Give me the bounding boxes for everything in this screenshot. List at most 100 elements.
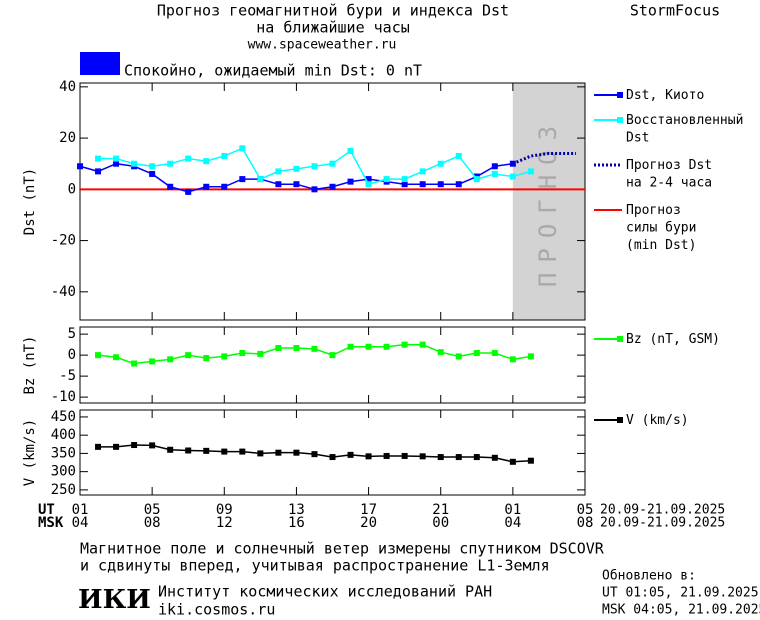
x-tick-label-msk: 16 — [288, 515, 305, 531]
data-point — [113, 160, 120, 167]
data-point — [491, 163, 498, 170]
data-point — [167, 160, 174, 167]
data-point — [95, 352, 102, 359]
data-point — [419, 341, 426, 348]
data-point — [221, 153, 228, 160]
institute: Институт космических исследований РАН — [158, 583, 492, 601]
title-line: Прогноз геомагнитной бури и индекса Dst — [157, 2, 509, 20]
data-point — [383, 343, 390, 350]
data-point — [365, 181, 372, 188]
data-point — [419, 168, 426, 175]
updated-msk: MSK 04:05, 21.09.2025 — [602, 603, 760, 618]
data-point — [221, 183, 228, 190]
y-axis-title: V (km/s) — [22, 419, 38, 486]
data-point — [311, 345, 318, 352]
y-tick-label: 0 — [68, 181, 76, 197]
ut-label: UT — [38, 502, 55, 518]
x-tick-label-msk: 04 — [504, 515, 521, 531]
note-line: и сдвинуты вперед, учитывая распростране… — [80, 557, 550, 575]
data-point — [131, 160, 138, 167]
date-range: 20.09-21.09.2025 — [600, 503, 725, 518]
data-point — [491, 350, 498, 357]
status-text: Спокойно, ожидаемый min Dst: 0 nT — [124, 62, 422, 80]
data-point — [131, 442, 138, 449]
data-point — [455, 353, 462, 360]
plot-frame — [79, 82, 586, 321]
legend-label: Прогноз силы бури (min Dst) — [626, 203, 696, 253]
data-point — [455, 181, 462, 188]
data-point — [77, 163, 83, 170]
data-point — [239, 176, 246, 183]
x-tick-label-msk: 12 — [216, 515, 233, 531]
plot-frame — [79, 409, 586, 496]
data-point — [329, 183, 336, 190]
data-point — [113, 155, 120, 162]
data-point — [221, 448, 228, 455]
y-tick-label: 0 — [68, 347, 76, 363]
y-axis-title: Dst (nT) — [22, 168, 38, 235]
data-point — [437, 349, 444, 356]
x-tick-label-msk: 08 — [577, 515, 594, 531]
x-tick-label: 05 — [577, 502, 594, 518]
data-point — [455, 454, 462, 461]
y-tick-label: -5 — [59, 368, 76, 384]
data-point — [203, 355, 210, 362]
x-tick-label-msk: 20 — [360, 515, 377, 531]
data-point — [311, 186, 318, 193]
data-point — [437, 454, 444, 461]
data-point — [311, 163, 318, 170]
data-point — [527, 168, 534, 175]
forecast-zone — [512, 83, 585, 320]
status-box — [80, 52, 120, 75]
data-point — [401, 181, 408, 188]
updated-ut: UT 01:05, 21.09.2025 — [602, 586, 759, 601]
logo: ИКИ — [78, 585, 151, 615]
x-tick-label-msk: 00 — [432, 515, 449, 531]
data-point — [509, 356, 516, 363]
data-point — [437, 181, 444, 188]
x-tick-label: 13 — [288, 502, 305, 518]
x-tick-label: 09 — [216, 502, 233, 518]
data-point — [293, 181, 300, 188]
data-point — [527, 353, 534, 360]
data-point — [437, 160, 444, 167]
y-tick-label: 40 — [59, 79, 76, 95]
x-tick-label: 01 — [72, 502, 89, 518]
x-tick-label-msk: 08 — [144, 515, 161, 531]
y-tick-label: 5 — [68, 326, 76, 342]
y-tick-label: 450 — [51, 409, 76, 425]
data-point — [473, 176, 480, 183]
data-point — [347, 147, 354, 154]
plot-frame — [79, 326, 586, 404]
data-point — [203, 447, 210, 454]
legend-marker — [617, 417, 623, 423]
data-point — [149, 358, 156, 365]
data-point — [203, 183, 210, 190]
data-point — [329, 352, 336, 359]
legend-marker — [617, 117, 623, 123]
legend-label: Прогноз Dst на 2-4 часа — [626, 158, 712, 191]
data-point — [383, 452, 390, 459]
data-point — [473, 454, 480, 461]
data-point — [167, 356, 174, 363]
y-tick-label: -40 — [51, 284, 76, 300]
y-axis-title: Bz (nT) — [22, 335, 38, 394]
data-point — [509, 173, 516, 180]
data-point — [293, 449, 300, 456]
brand: StormFocus — [630, 2, 720, 20]
legend-marker — [617, 336, 623, 342]
legend-label: Восстановленный Dst — [626, 113, 743, 146]
data-point — [275, 168, 282, 175]
data-point — [491, 170, 498, 177]
data-point — [149, 442, 156, 449]
data-point — [185, 447, 192, 454]
data-point — [401, 341, 408, 348]
data-point — [275, 181, 282, 188]
data-point — [383, 176, 390, 183]
y-tick-label: 250 — [51, 482, 76, 498]
url: www.spaceweather.ru — [248, 38, 397, 53]
y-tick-label: 400 — [51, 427, 76, 443]
data-point — [293, 165, 300, 172]
x-tick-label-msk: 04 — [72, 515, 89, 531]
